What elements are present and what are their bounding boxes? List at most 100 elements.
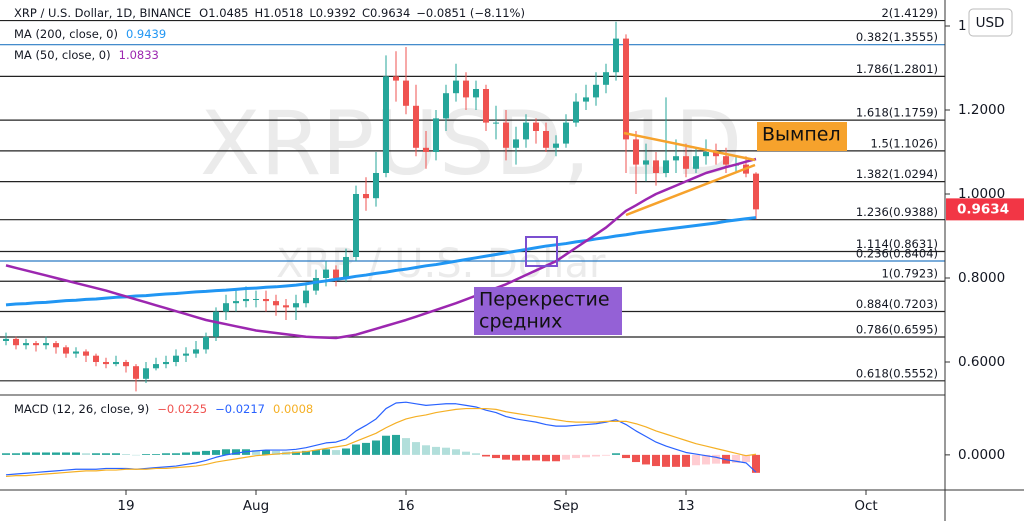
level-label: 0.382(1.3555) — [856, 30, 938, 44]
level-label: 1.236(0.9388) — [856, 205, 938, 219]
candle-body — [43, 343, 49, 346]
y-tick-label: 1 — [958, 18, 967, 34]
ma50-value: 1.0833 — [119, 48, 159, 62]
x-tick-label: 13 — [677, 498, 694, 514]
candle-body — [463, 80, 469, 98]
price-tag — [946, 198, 1024, 221]
macd-bar — [362, 442, 370, 455]
candle-body — [573, 101, 579, 123]
candle-body — [433, 118, 439, 152]
candle-body — [643, 160, 649, 165]
level-label: 0.786(0.6595) — [856, 322, 938, 336]
macd-bar — [502, 454, 510, 460]
candle-body — [23, 343, 29, 346]
macd-bar — [402, 438, 410, 455]
macd-bar — [132, 454, 140, 456]
x-tick-label: Oct — [854, 498, 877, 514]
annotation-text: Перекрестие — [479, 289, 610, 311]
macd-bar — [572, 454, 580, 459]
ma50-name: MA (50, close, 0) — [14, 48, 111, 62]
level-label: 1.5(1.1026) — [870, 136, 938, 150]
macd-bar — [672, 454, 680, 467]
macd-bar — [212, 450, 220, 455]
cross-marker — [525, 236, 558, 267]
candle-body — [673, 156, 679, 161]
candle-body — [453, 80, 459, 94]
candle-body — [353, 193, 359, 257]
candle-body — [363, 193, 369, 199]
signal-value: 0.0008 — [273, 402, 313, 416]
candle-body — [563, 122, 569, 144]
candle-body — [413, 105, 419, 148]
level-label: 1.786(1.2801) — [856, 62, 938, 76]
macd-bar — [192, 451, 200, 455]
candle-body — [623, 38, 629, 140]
candle-body — [143, 368, 149, 379]
candle-body — [403, 80, 409, 106]
macd-bar — [202, 450, 210, 455]
annotation-box — [474, 287, 622, 335]
moving-average — [5, 157, 757, 340]
pennant-line — [625, 163, 756, 217]
ma200-legend: MA (200, close, 0) 0.9439 — [14, 27, 166, 41]
macd-bar — [492, 454, 500, 459]
macd-bar — [662, 454, 670, 467]
y-tick-label: 1.0000 — [958, 186, 1005, 202]
candle-body — [53, 343, 59, 348]
macd-bar — [652, 454, 660, 467]
macd-bar — [332, 450, 340, 455]
x-tick-label: 16 — [397, 498, 414, 514]
macd-bar — [392, 434, 400, 455]
macd-bar — [232, 449, 240, 455]
macd-bar — [102, 453, 110, 455]
macd-bar — [122, 454, 130, 455]
macd-bar — [462, 451, 470, 455]
macd-bar — [582, 454, 590, 458]
macd-bar — [182, 452, 190, 455]
candle-body — [253, 298, 259, 300]
candle-body — [333, 269, 339, 278]
currency-button[interactable] — [968, 8, 1013, 37]
candle-body — [163, 361, 169, 365]
macd-bar — [742, 454, 750, 463]
macd-bar — [482, 454, 490, 457]
candle-body — [473, 88, 479, 98]
macd-bar — [52, 452, 60, 455]
macd-legend: MACD (12, 26, close, 9) −0.0225 −0.0217 0.0… — [14, 402, 313, 416]
y-tick-label: 0.6000 — [958, 354, 1005, 370]
y-tick-label: 0.0000 — [958, 447, 1005, 463]
level-label: 1(0.7923) — [881, 267, 938, 281]
annotation-text: Вымпел — [762, 124, 841, 146]
macd-bar — [702, 454, 710, 465]
candle-body — [103, 361, 109, 365]
candle-body — [423, 147, 429, 152]
macd-bar — [632, 454, 640, 463]
legend-title: XRP / U.S. Dollar, 1D, BINANCE O1.0485 H1.… — [14, 6, 525, 20]
macd-bar — [82, 453, 90, 455]
macd-bar — [712, 454, 720, 464]
x-tick-label: Aug — [243, 498, 269, 514]
ma50-legend: MA (50, close, 0) 1.0833 — [14, 48, 159, 62]
change: −0.0851 (−8.11%) — [416, 6, 525, 20]
macd-bar — [412, 442, 420, 455]
level-label: 2(1.4129) — [881, 6, 938, 20]
candle-body — [243, 298, 249, 302]
candle-body — [93, 355, 99, 362]
macd-bar — [292, 451, 300, 455]
ma200-value: 0.9439 — [126, 27, 166, 41]
annotation-text: средних — [479, 311, 562, 333]
candle-body — [613, 38, 619, 73]
macd-bar — [592, 454, 600, 457]
candle-body — [63, 347, 69, 354]
candle-body — [513, 139, 519, 148]
candle-body — [3, 338, 9, 341]
macd-bar — [732, 454, 740, 463]
candle-body — [293, 303, 299, 308]
candle-body — [443, 93, 449, 119]
macd-bar — [752, 454, 760, 473]
macd-bar — [552, 454, 560, 462]
macd-bar — [642, 454, 650, 465]
macd-bar — [472, 453, 480, 455]
macd-bar — [302, 450, 310, 455]
